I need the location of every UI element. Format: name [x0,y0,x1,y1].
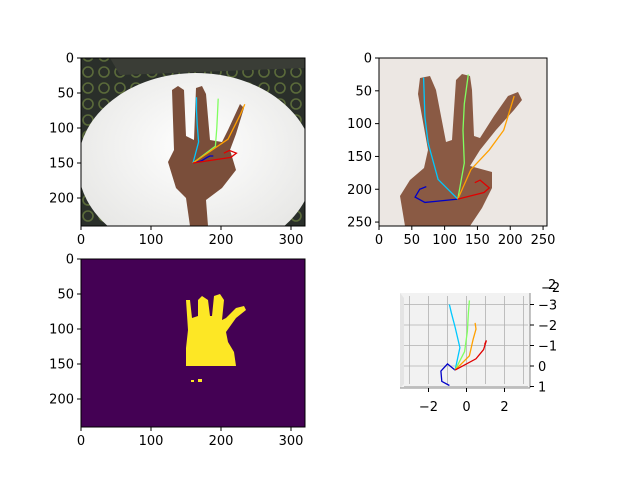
y-tick-label: 150 [49,358,74,373]
y-tick-label: 0 [364,52,372,67]
rgb-photo [81,58,305,226]
y-tick-label: 250 [347,216,372,231]
subplot-rgb: 0 100 200 300 0 50 100 150 200 [49,52,306,249]
mask-hand [186,294,246,366]
skeleton-overlay-rgb [192,97,246,164]
x-tick-label: 250 [531,233,556,248]
mask-image [81,259,305,427]
y-tick-label: 100 [347,117,372,132]
z-tick-label: −2 [538,319,557,334]
pane-3d-side [400,293,404,388]
y-tick-label: 150 [49,157,74,172]
ticks-mask: 0 100 200 300 0 50 100 150 200 [49,253,303,450]
skeleton-3d-ring-line [454,322,477,371]
corner-tick-label: −2 [541,281,560,296]
axes-frame-rgb [80,57,306,227]
skeleton-middle-line [192,98,219,164]
z-tick-label: 0 [538,360,546,375]
x-tick-label: 200 [209,233,234,248]
skeleton-3d-lines [440,300,488,387]
y-tick-label: 50 [57,288,74,303]
y-tick-label: 0 [66,52,74,67]
z-tick-label: −3 [538,299,557,314]
skeleton-thumb-line [414,185,458,204]
y-tick-label: 0 [66,253,74,268]
y-tick-label: 50 [355,84,372,99]
x-tick-label: −2 [419,400,438,415]
corner-tick-label: 2 [548,278,556,293]
skeleton-pinky-line [192,149,238,164]
ticks-rgb: 0 100 200 300 0 50 100 150 200 [49,52,303,249]
x-tick-label: 0 [77,434,85,449]
x-tick-label: 100 [139,233,164,248]
skeleton-index-line [422,77,459,200]
skeleton-ring-line [457,95,515,200]
hand-crop-silhouette [400,74,522,226]
axes-frame-mask [80,258,306,428]
mask-fragment [191,380,194,382]
ticks-3d: −2 0 210−1−2−32−2 [419,278,560,415]
hand-crop-photo [379,58,547,226]
y-tick-label: 150 [347,150,372,165]
x-tick-label: 200 [498,233,523,248]
z-tick-label: 1 [538,381,546,396]
mask-fragment [198,379,202,382]
x-tick-label: 200 [209,434,234,449]
skeleton-3d-middle-line [454,300,471,371]
x-tick-label: 100 [432,233,457,248]
wall-edge [110,58,305,75]
y-tick-label: 50 [57,87,74,102]
y-tick-label: 100 [49,122,74,137]
skeleton-index-line [192,97,200,164]
subplot-mask: 0 100 200 300 0 50 100 150 200 [49,253,306,450]
z-tick-label: −1 [538,340,557,355]
y-tick-label: 200 [49,192,74,207]
subplot-3d: −2 0 210−1−2−32−2 [400,278,560,415]
y-tick-label: 200 [49,393,74,408]
skeleton-ring-line [192,103,246,164]
x-tick-label: 50 [404,233,421,248]
x-tick-label: 0 [375,233,383,248]
skeleton-3d-thumb-line [440,363,456,387]
pane-3d [400,293,530,388]
skeleton-3d-pinky-line [454,340,488,371]
skeleton-middle-line [457,74,469,200]
skeleton-pinky-line [457,179,491,200]
x-tick-label: 300 [279,434,304,449]
x-tick-label: 2 [500,400,508,415]
x-tick-label: 0 [462,400,470,415]
x-tick-label: 300 [279,233,304,248]
axes-frame-crop [378,57,548,227]
skeleton-3d-index-line [448,304,461,371]
y-tick-label: 100 [49,323,74,338]
x-tick-label: 0 [77,233,85,248]
hand-silhouette [168,86,244,226]
x-tick-label: 100 [139,434,164,449]
x-tick-label: 150 [465,233,490,248]
skeleton-overlay-crop [414,74,515,204]
y-tick-label: 200 [347,183,372,198]
